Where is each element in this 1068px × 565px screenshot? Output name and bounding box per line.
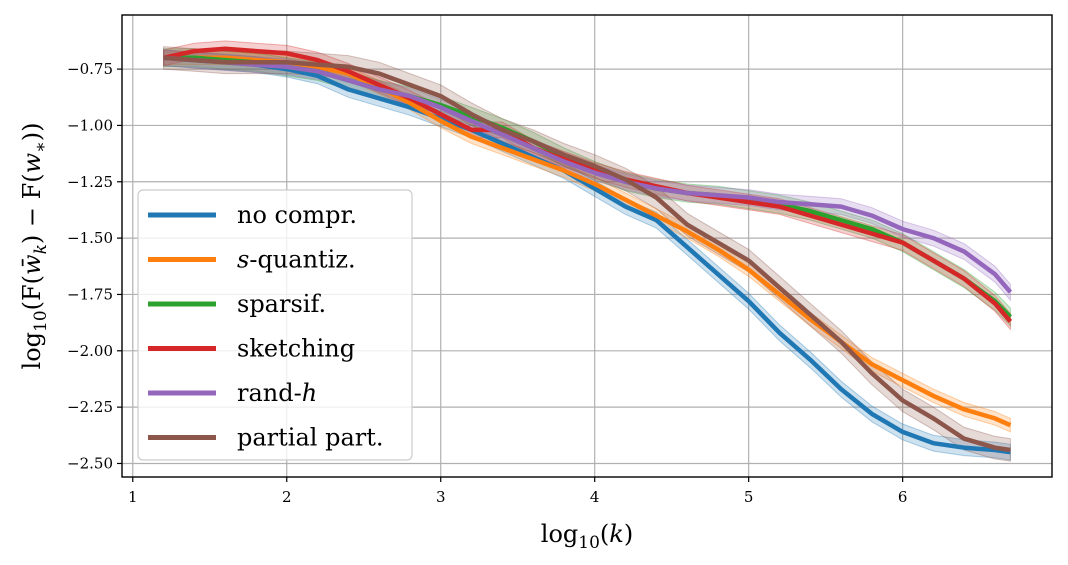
x-axis-label-log: log xyxy=(541,520,579,548)
y-tick-label: −1.25 xyxy=(67,173,113,191)
x-tick-label: 5 xyxy=(744,488,754,506)
x-tick-label: 3 xyxy=(436,488,446,506)
legend-box xyxy=(137,189,413,461)
x-axis-label-close: ) xyxy=(624,520,633,548)
series-line xyxy=(163,55,1011,455)
legend-label: sketching xyxy=(237,335,355,363)
legend-label: partial part. xyxy=(237,424,384,452)
series-line xyxy=(163,55,1013,294)
y-tick-label: −2.00 xyxy=(67,342,113,360)
x-axis-label-k: k xyxy=(609,520,624,548)
legend: no compr. s-quantiz. sparsif. sketching rand… xyxy=(137,189,413,461)
y-axis-label-w: w xyxy=(18,152,46,173)
y-axis-label-log: log xyxy=(18,332,46,370)
y-axis-label: log10(F(w̄k) − F(w∗)) xyxy=(18,123,51,370)
legend-label: no compr. xyxy=(237,201,357,229)
y-axis-label-mid: ) − F( xyxy=(18,173,46,244)
y-axis-label-wbar: w̄ xyxy=(18,254,46,275)
legend-label: rand-h xyxy=(237,379,317,407)
ticks: 1 2 3 4 5 6 −0.75 −1.00 −1.25 −1.50 −1.75 −2.00 −2.2… xyxy=(67,60,907,506)
x-axis-label-arg: ( xyxy=(600,520,609,548)
legend-label-rest: -quantiz. xyxy=(249,246,355,274)
x-tick-label: 2 xyxy=(282,488,292,506)
y-axis-label-body: (F( xyxy=(18,275,46,310)
legend-label-var: h xyxy=(302,379,317,407)
y-tick-label: −2.50 xyxy=(67,454,113,472)
x-tick-label: 1 xyxy=(128,488,138,506)
y-axis-label-base: 10 xyxy=(31,310,51,332)
y-tick-label: −1.75 xyxy=(67,285,113,303)
plot-frame xyxy=(121,14,1053,478)
legend-label-rest: rand- xyxy=(237,379,302,407)
y-axis-label-star: ∗ xyxy=(31,141,51,153)
x-axis-label: log10(k) xyxy=(541,520,633,553)
series-line xyxy=(163,55,1011,453)
x-tick-label: 6 xyxy=(898,488,908,506)
x-axis-label-base: 10 xyxy=(578,533,600,553)
y-tick-label: −1.50 xyxy=(67,229,113,247)
series-lines xyxy=(163,46,1013,455)
y-tick-label: −2.25 xyxy=(67,398,113,416)
y-tick-label: −0.75 xyxy=(67,60,113,78)
legend-label-var: s xyxy=(237,246,249,274)
legend-label: sparsif. xyxy=(237,290,326,318)
legend-label: s-quantiz. xyxy=(237,246,356,274)
y-axis-label-end: )) xyxy=(18,123,46,142)
y-axis-label-k: k xyxy=(31,244,51,254)
y-tick-label: −1.00 xyxy=(67,116,113,134)
x-tick-label: 4 xyxy=(590,488,600,506)
